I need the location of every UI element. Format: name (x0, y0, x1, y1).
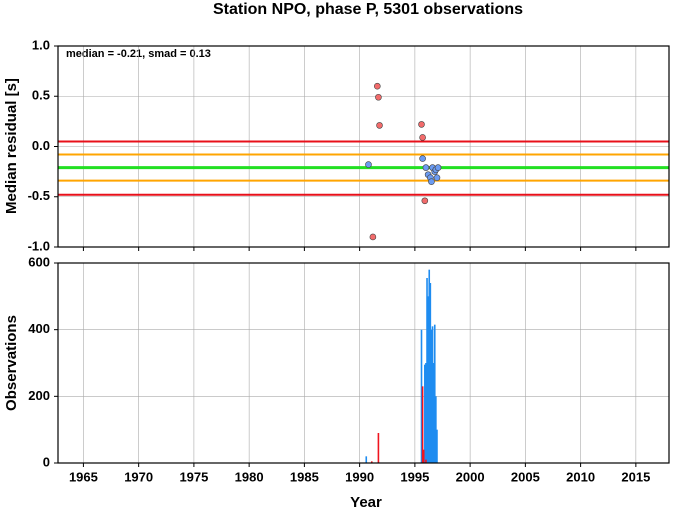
y-tick-label: -0.5 (28, 188, 50, 203)
x-axis-label: Year (350, 494, 382, 511)
bar (422, 449, 425, 463)
x-tick-label: 1975 (179, 469, 208, 484)
bar (425, 363, 427, 463)
point (418, 121, 425, 128)
bar (430, 329, 433, 463)
bar (426, 278, 428, 463)
x-tick-label: 2015 (621, 469, 650, 484)
y-tick-label: 200 (28, 388, 50, 403)
bar (435, 396, 437, 463)
bar (429, 283, 432, 463)
y-tick-label: 0 (43, 454, 50, 469)
x-tick-label: 1985 (290, 469, 319, 484)
x-tick-label: 1990 (345, 469, 374, 484)
bar (431, 326, 434, 463)
bar (365, 456, 368, 463)
point (419, 134, 426, 141)
bar (433, 324, 436, 463)
x-tick-label: 2010 (566, 469, 595, 484)
y-axis-label: Median residual [s] (3, 78, 20, 214)
plot-frame (57, 262, 670, 464)
y-tick-label: 0.5 (32, 88, 50, 103)
y-tick-label: 0.0 (32, 138, 50, 153)
bar (428, 269, 431, 463)
y-tick-label: -1.0 (28, 238, 50, 253)
x-tick-label: 2005 (511, 469, 540, 484)
point (369, 233, 377, 241)
point (375, 93, 382, 101)
point (376, 122, 383, 129)
point (421, 197, 429, 205)
x-tick-label: 1965 (69, 469, 98, 484)
x-tick-label: 1980 (235, 469, 264, 484)
y-axis-label: Observations (3, 315, 20, 411)
bar (424, 364, 426, 463)
bar (421, 386, 424, 463)
point (422, 164, 430, 171)
point (433, 174, 441, 181)
point (434, 164, 442, 171)
y-tick-label: 1.0 (32, 37, 50, 52)
point (374, 82, 381, 90)
bar (377, 433, 380, 463)
bar (420, 329, 423, 463)
bar (370, 461, 373, 463)
bar (427, 296, 429, 463)
plot-frame (57, 45, 670, 248)
y-tick-label: 600 (28, 254, 50, 269)
x-tick-label: 1970 (124, 469, 153, 484)
point (428, 178, 435, 185)
chart-title: Station NPO, phase P, 5301 observations (213, 1, 523, 18)
bar (436, 429, 438, 463)
point (419, 155, 426, 162)
bar (432, 363, 435, 463)
bar (425, 459, 427, 463)
x-tick-label: 1995 (400, 469, 429, 484)
x-tick-label: 2000 (456, 469, 485, 484)
point (365, 161, 372, 168)
y-tick-label: 400 (28, 321, 50, 336)
